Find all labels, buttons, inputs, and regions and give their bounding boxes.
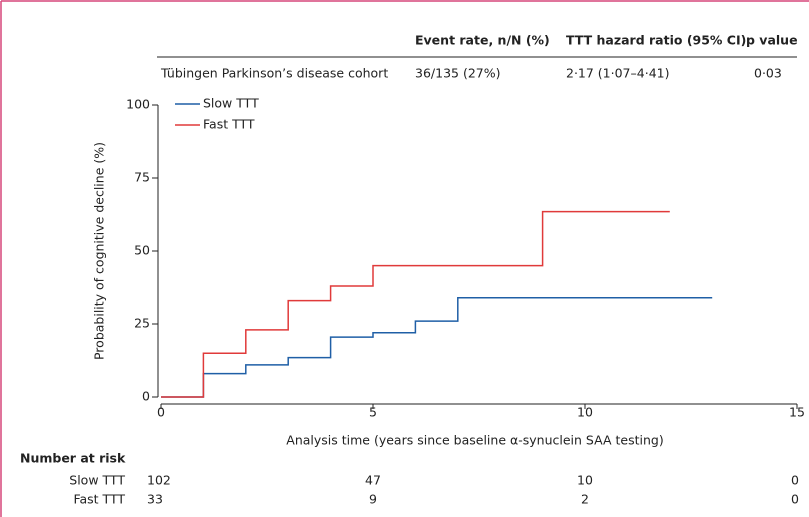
y-tick-label: 0 [142,389,150,404]
header-col: p value [746,33,798,48]
header-col: Event rate, n/N (%) [415,33,550,48]
risk-row-label: Slow TTT [69,473,125,488]
header-cell: 0·03 [754,66,782,81]
y-tick-label: 75 [134,170,150,185]
x-tick-label: 5 [369,405,377,420]
risk-count: 47 [365,473,381,488]
y-tick-label: 100 [126,97,150,112]
survival-curve [161,210,670,398]
legend-label: Slow TTT [203,96,259,111]
x-tick-label: 15 [789,405,805,420]
risk-count: 33 [147,492,163,507]
risk-count: 10 [577,473,593,488]
x-tick-label: 0 [157,405,165,420]
header-cell: Tübingen Parkinson’s disease cohort [160,66,388,81]
y-tick-label: 25 [134,316,150,331]
risk-count: 2 [581,492,589,507]
header-col: TTT hazard ratio (95% CI) [566,33,746,48]
survival-curve [161,296,713,398]
y-tick-label: 50 [134,243,150,258]
header-cell: 2·17 (1·07–4·41) [566,66,669,81]
risk-title: Number at risk [20,451,126,466]
risk-row-label: Fast TTT [73,492,125,507]
risk-count: 9 [369,492,377,507]
x-axis-label: Analysis time (years since baseline α-sy… [286,433,663,448]
risk-count: 0 [791,473,799,488]
risk-count: 0 [791,492,799,507]
legend-label: Fast TTT [203,117,255,132]
x-tick-label: 10 [577,405,593,420]
risk-count: 102 [147,473,171,488]
y-axis-label: Probability of cognitive decline (%) [92,142,107,360]
header-cell: 36/135 (27%) [415,66,501,81]
